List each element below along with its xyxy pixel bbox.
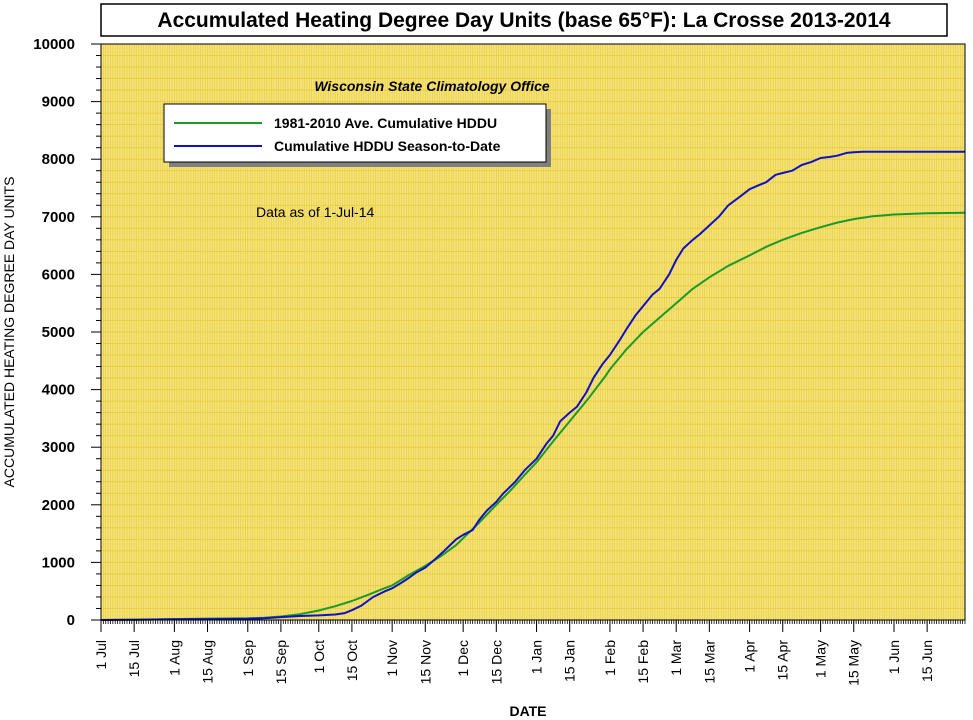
series-layer (100, 150, 966, 621)
x-tick-label: 15 Jan (562, 640, 578, 682)
legend-label-average: 1981-2010 Ave. Cumulative HDDU (274, 115, 497, 131)
data-date-annotation: Data as of 1-Jul-14 (256, 204, 374, 220)
x-tick-label: 1 Nov (384, 640, 400, 677)
x-tick-label: 1 Mar (668, 640, 684, 676)
x-tick-label: 1 Oct (311, 640, 327, 674)
x-tick-label: 15 Oct (344, 640, 360, 681)
y-axis: 0 1000 2000 3000 4000 5000 6000 7000 8000 9000 100… (33, 36, 101, 629)
x-tick-label: 15 Jun (919, 640, 935, 682)
x-tick-label: 15 May (846, 640, 862, 686)
x-tick-label: 1 Jul (93, 640, 109, 670)
x-tick-label: 1 Aug (166, 640, 182, 676)
x-tick-label: 1 May (813, 640, 829, 678)
chart-title: Accumulated Heating Degree Day Units (ba… (157, 9, 890, 32)
x-tick-label: 15 Dec (488, 640, 504, 684)
legend-box (163, 103, 547, 163)
x-axis-label: DATE (509, 703, 546, 719)
y-tick-label: 5000 (42, 324, 75, 341)
x-tick-label: 15 Feb (635, 640, 651, 684)
x-tick-label: 1 Jun (886, 640, 902, 674)
y-axis-label: ACCUMULATED HEATING DEGREE DAY UNITS (1, 177, 17, 488)
x-tick-label: 15 Sep (273, 640, 289, 685)
x-tick-label: 15 Nov (417, 640, 433, 684)
y-tick-label: 1000 (42, 554, 75, 571)
chart-subtitle: Wisconsin State Climatology Office (314, 78, 550, 94)
series-line-average (100, 211, 966, 621)
legend: 1981-2010 Ave. Cumulative HDDU Cumulativ… (163, 103, 551, 167)
title-box (100, 3, 948, 37)
x-tick-label: 15 Mar (701, 640, 717, 684)
x-tick-label: 15 Jul (126, 640, 142, 677)
x-tick-label: 1 Jan (529, 640, 545, 674)
y-tick-label: 4000 (42, 382, 75, 399)
y-tick-label: 9000 (42, 94, 75, 111)
y-tick-label: 0 (67, 612, 75, 629)
x-tick-label: 1 Sep (240, 640, 256, 677)
y-tick-label: 6000 (42, 266, 75, 283)
x-axis: 1 Jul 15 Jul 1 Aug 15 Aug 1 Sep 15 Sep 1 Oct 15… (93, 620, 966, 686)
x-tick-label: 1 Feb (602, 640, 618, 676)
series-line-season (100, 150, 965, 621)
y-tick-label: 2000 (42, 497, 75, 514)
x-tick-label: 1 Dec (455, 640, 471, 677)
x-tick-label: 1 Apr (742, 640, 758, 673)
y-tick-label: 3000 (42, 439, 75, 456)
legend-label-season: Cumulative HDDU Season-to-Date (274, 138, 501, 154)
x-tick-label: 15 Aug (200, 640, 216, 684)
y-tick-label: 7000 (42, 209, 75, 226)
y-tick-label: 10000 (33, 36, 75, 53)
y-tick-label: 8000 (42, 151, 75, 168)
x-tick-label: 15 Apr (775, 640, 791, 681)
